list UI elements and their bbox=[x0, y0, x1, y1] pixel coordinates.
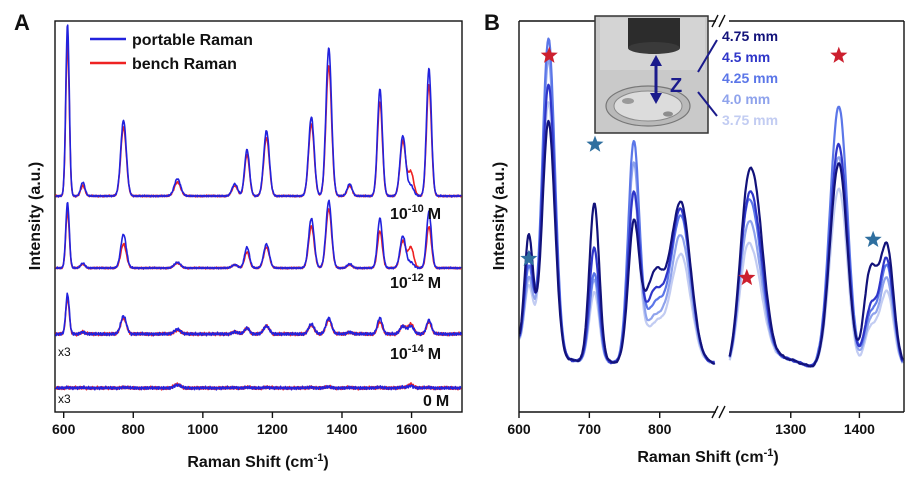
spectrum-portable-trace-3 bbox=[55, 383, 462, 391]
peak-star-4 bbox=[738, 268, 756, 286]
distance-label-3-75: 3.75 mm bbox=[722, 112, 778, 128]
panel-b-traces bbox=[518, 37, 904, 368]
legend-label-portable: portable Raman bbox=[132, 32, 253, 49]
peak-star-1 bbox=[540, 46, 558, 63]
panel-a-tick-label-1400: 1400 bbox=[326, 421, 357, 437]
legend-label-bench: bench Raman bbox=[132, 56, 237, 73]
panel-b-x-ticks: 600 700 800 1300 1400 bbox=[507, 412, 875, 437]
panel-b-x-axis-title: Raman Shift (cm-1) bbox=[637, 447, 778, 466]
panel-b-tick-label-600: 600 bbox=[507, 421, 531, 437]
spectrum-475mm-segment-1 bbox=[728, 162, 904, 368]
panel-a: A 600 800 1000 1200 1400 1600 portable Raman … bbox=[14, 10, 463, 471]
axis-break-marks bbox=[711, 14, 726, 419]
panel-b-distance-legend: 4.75 mm 4.5 mm 4.25 mm 4.0 mm 3.75 mm bbox=[722, 28, 778, 128]
panel-b-letter: B bbox=[484, 10, 500, 35]
peak-star-6 bbox=[864, 230, 882, 247]
panel-a-tick-label-800: 800 bbox=[122, 421, 146, 437]
peak-star-2 bbox=[586, 135, 604, 152]
panel-a-x-ticks: 600 800 1000 1200 1400 1600 bbox=[52, 412, 427, 437]
panel-a-tick-label-600: 600 bbox=[52, 421, 76, 437]
conc-label-1e-14: 10-14 M bbox=[390, 343, 441, 363]
panel-b-tick-label-800: 800 bbox=[648, 421, 672, 437]
distance-label-4-25: 4.25 mm bbox=[722, 70, 778, 86]
panel-a-tick-label-1600: 1600 bbox=[396, 421, 427, 437]
conc-label-1e-12: 10-12 M bbox=[390, 272, 441, 292]
spectrum-portable-trace-0 bbox=[55, 24, 462, 198]
panel-a-tick-label-1200: 1200 bbox=[257, 421, 288, 437]
inset-setup-picture: Z bbox=[594, 15, 718, 134]
spectrum-bench-trace-0 bbox=[55, 40, 462, 198]
peak-star-5 bbox=[830, 46, 848, 63]
spectrum-portable-trace-1 bbox=[55, 199, 462, 270]
panel-a-x-axis-title: Raman Shift (cm-1) bbox=[187, 452, 328, 471]
spectrum-bench-trace-2 bbox=[55, 296, 462, 337]
distance-label-4-0: 4.0 mm bbox=[722, 91, 770, 107]
panel-a-frame bbox=[54, 20, 463, 413]
z-label: Z bbox=[670, 75, 682, 97]
panel-a-tick-label-1000: 1000 bbox=[187, 421, 218, 437]
distance-label-4-75: 4.75 mm bbox=[722, 28, 778, 44]
distance-label-4-5: 4.5 mm bbox=[722, 49, 770, 65]
spectrum-portable-trace-2 bbox=[54, 292, 462, 337]
panel-b-tick-label-1400: 1400 bbox=[844, 421, 875, 437]
spectrum-475mm-segment-0 bbox=[518, 119, 716, 365]
panel-a-y-axis-title: Intensity (a.u.) bbox=[27, 162, 44, 270]
panel-a-letter: A bbox=[14, 10, 30, 35]
conc-label-1e-10: 10-10 M bbox=[390, 203, 441, 223]
multiplier-label-1e-14: x3 bbox=[58, 345, 71, 359]
panel-a-traces bbox=[54, 24, 462, 391]
panel-b-y-axis-title: Intensity (a.u.) bbox=[491, 162, 508, 270]
panel-b-tick-label-700: 700 bbox=[578, 421, 602, 437]
panel-b: B 600 700 800 1300 1400 bbox=[484, 10, 905, 466]
panel-a-legend: portable Raman bench Raman bbox=[90, 32, 253, 73]
peak-star-0 bbox=[520, 249, 538, 266]
multiplier-label-0: x3 bbox=[58, 392, 71, 406]
panel-b-tick-label-1300: 1300 bbox=[775, 421, 806, 437]
